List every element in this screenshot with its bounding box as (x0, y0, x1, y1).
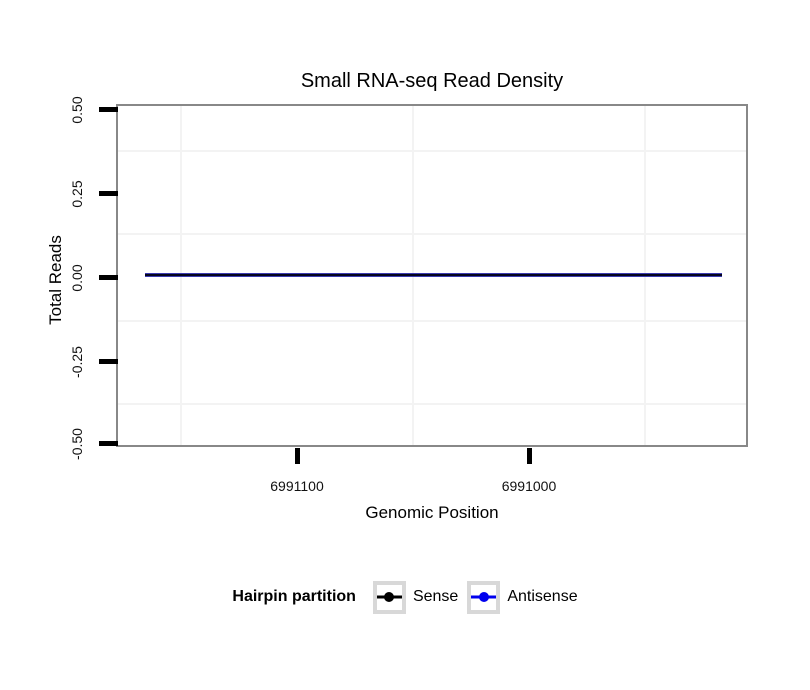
plot-area (118, 106, 746, 445)
series-line-overlapping-sense-antisense (145, 273, 722, 277)
y-tick-mark (99, 107, 118, 112)
plot-panel (116, 104, 748, 447)
gridline-minor-horizontal (118, 320, 746, 322)
chart-title: Small RNA-seq Read Density (300, 70, 564, 92)
x-tick-label: 6991100 (270, 478, 324, 494)
sense-point-icon (384, 592, 395, 602)
legend-label-antisense: Antisense (507, 588, 578, 605)
legend-item-antisense: Antisense (467, 580, 578, 614)
y-axis-label: Total Reads (46, 235, 65, 325)
legend-item-sense: Sense (372, 580, 459, 614)
legend-key-antisense (467, 580, 501, 614)
x-axis-label: Genomic Position (365, 503, 499, 522)
y-tick-label: 0.50 (69, 96, 85, 124)
x-tick-mark (295, 448, 300, 464)
legend-label-sense: Sense (412, 588, 459, 605)
y-tick-mark (99, 441, 118, 446)
x-tick-label: 6991000 (501, 478, 557, 494)
legend-key-sense (372, 580, 406, 614)
y-tick-label: -0.50 (69, 428, 85, 460)
legend: Hairpin partition Sense Antisense (0, 577, 810, 617)
y-tick-mark (99, 359, 118, 364)
gridline-minor-horizontal (118, 233, 746, 235)
y-tick-mark (99, 275, 118, 280)
y-tick-mark (99, 191, 118, 196)
gridline-minor-horizontal (118, 403, 746, 405)
x-tick-mark (527, 448, 532, 464)
gridline-minor-horizontal (118, 150, 746, 152)
y-tick-label: 0.25 (69, 180, 85, 208)
antisense-point-icon (478, 592, 489, 602)
y-tick-label: 0.00 (69, 264, 85, 292)
y-tick-label: -0.25 (69, 346, 85, 378)
legend-title: Hairpin partition (232, 588, 356, 605)
